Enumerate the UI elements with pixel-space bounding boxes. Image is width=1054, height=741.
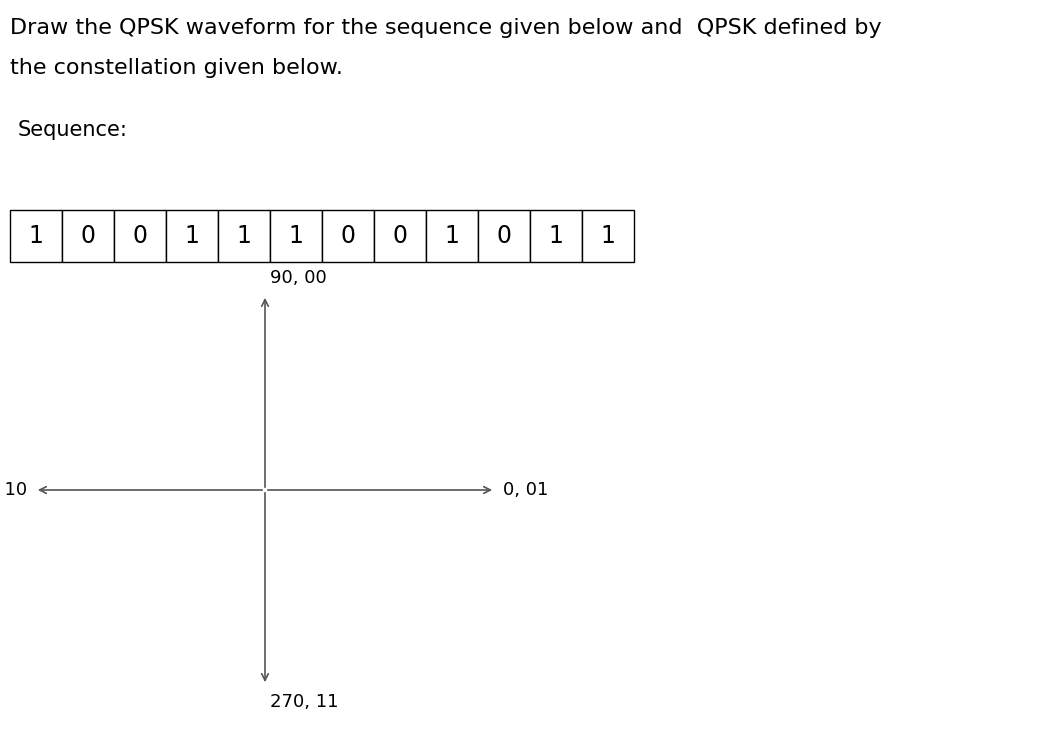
Text: Sequence:: Sequence: bbox=[18, 120, 128, 140]
Text: Draw the QPSK waveform for the sequence given below and  QPSK defined by: Draw the QPSK waveform for the sequence … bbox=[9, 18, 881, 38]
Text: 1: 1 bbox=[289, 224, 304, 248]
Text: 1: 1 bbox=[184, 224, 199, 248]
Bar bbox=[270, 210, 323, 262]
Text: 0: 0 bbox=[340, 224, 355, 248]
Text: 0: 0 bbox=[496, 224, 511, 248]
Bar bbox=[218, 210, 270, 262]
Bar bbox=[9, 210, 62, 262]
Text: 0: 0 bbox=[133, 224, 148, 248]
Text: 1: 1 bbox=[445, 224, 460, 248]
Text: the constellation given below.: the constellation given below. bbox=[9, 58, 343, 78]
Text: 90, 00: 90, 00 bbox=[270, 269, 327, 287]
Text: 0, 01: 0, 01 bbox=[503, 481, 548, 499]
Text: 270, 11: 270, 11 bbox=[270, 693, 338, 711]
Bar bbox=[426, 210, 479, 262]
Text: 1: 1 bbox=[601, 224, 616, 248]
Bar bbox=[479, 210, 530, 262]
Bar bbox=[114, 210, 165, 262]
Text: 180, 10: 180, 10 bbox=[0, 481, 27, 499]
Text: 1: 1 bbox=[28, 224, 43, 248]
Bar bbox=[374, 210, 426, 262]
Bar bbox=[62, 210, 114, 262]
Text: 1: 1 bbox=[236, 224, 252, 248]
Bar bbox=[530, 210, 582, 262]
Bar bbox=[323, 210, 374, 262]
Text: 0: 0 bbox=[392, 224, 408, 248]
Text: 1: 1 bbox=[548, 224, 564, 248]
Bar bbox=[582, 210, 635, 262]
Text: 0: 0 bbox=[80, 224, 96, 248]
Bar bbox=[165, 210, 218, 262]
